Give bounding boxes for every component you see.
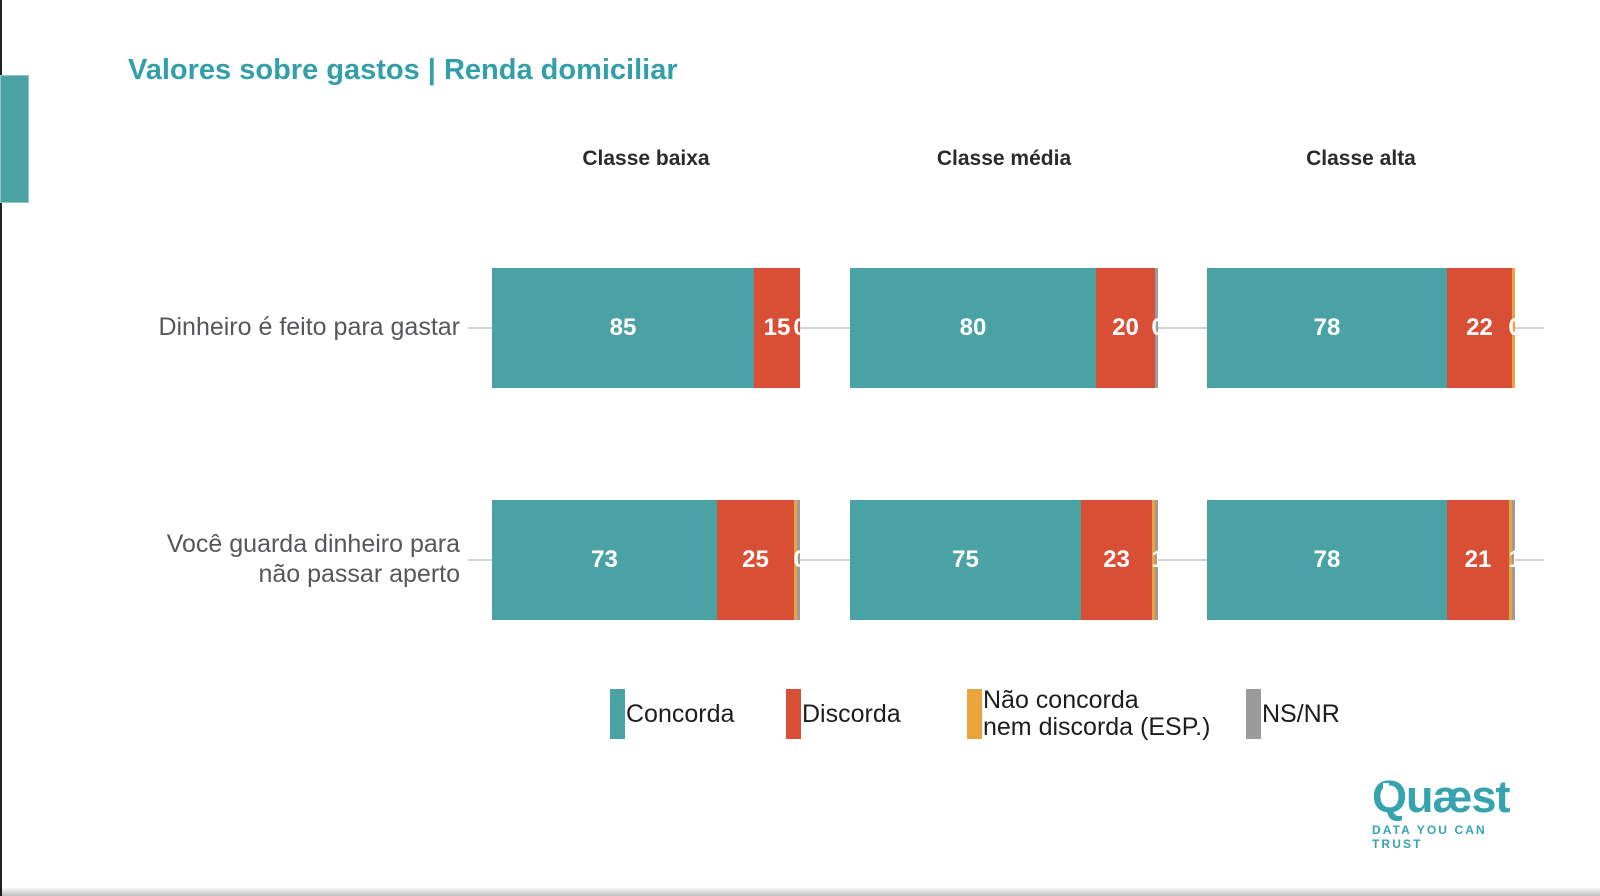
bar-segment-concorda: 78 — [1207, 268, 1447, 388]
column-header-classe-media: Classe média — [936, 147, 1072, 170]
bar-segment-nsnr — [1155, 268, 1158, 388]
bar-edge-value-label: 0 — [793, 314, 800, 342]
bar-value-label: 21 — [1464, 546, 1492, 573]
legend-label-concorda: Concorda — [626, 699, 735, 728]
page-title: Valores sobre gastos | Renda domiciliar — [128, 54, 678, 86]
bar-edge-value-label: 1 — [1508, 546, 1515, 574]
row-label-2-line-1: Você guarda dinheiro para — [166, 530, 460, 558]
accent-bar — [0, 75, 29, 203]
bar-segment-concorda: 75 — [850, 500, 1081, 620]
bar-value-label: 78 — [1313, 546, 1341, 573]
bottom-edge-shadow — [0, 887, 1600, 896]
bar-edge-value-label: 0 — [1508, 314, 1515, 342]
row-label-2-line-2: não passar aperto — [258, 559, 460, 588]
logo-mosaic-square — [1391, 788, 1396, 793]
column-header-classe-alta: Classe alta — [1306, 147, 1416, 170]
row-label-1-line-1: Dinheiro é feito para gastar — [158, 313, 460, 341]
bar-edge-value-label: 0 — [793, 546, 800, 574]
logo-mosaic-square — [1383, 783, 1389, 789]
bar-segment-discorda: 22 — [1447, 268, 1512, 388]
bar-segment-discorda: 15 — [754, 268, 800, 388]
quaest-wordmark: Quæst — [1372, 771, 1511, 822]
bar-segment-discorda: 20 — [1096, 268, 1155, 388]
legend-swatch-neutro — [967, 689, 982, 739]
legend-swatch-concorda — [610, 689, 625, 739]
bar-value-label: 15 — [763, 314, 791, 341]
bar-value-label: 20 — [1112, 314, 1139, 341]
legend-label-discorda: Discorda — [802, 699, 901, 728]
bar-segment-concorda: 80 — [850, 268, 1096, 388]
bar-edge-value-label: 0 — [1151, 314, 1158, 342]
bar-segment-discorda: 21 — [1447, 500, 1509, 620]
window-left-edge — [0, 0, 2, 896]
bar-value-label: 25 — [742, 546, 769, 573]
legend-label-nsnr: NS/NR — [1262, 699, 1340, 728]
legend-swatch-nsnr — [1246, 689, 1261, 739]
bar-segment-discorda: 25 — [717, 500, 794, 620]
legend-item-discorda: Discorda — [786, 688, 901, 740]
bar-segment-concorda: 73 — [492, 500, 717, 620]
bar-value-label: 23 — [1103, 546, 1130, 573]
bar-segment-nsnr — [1512, 500, 1515, 620]
quaest-tagline: DATA YOU CAN TRUST — [1372, 823, 1487, 851]
bar-segment-nsnr — [1155, 500, 1158, 620]
legend-item-nsnr: NS/NR — [1246, 688, 1340, 740]
bar-segment-neutro — [794, 500, 797, 620]
stacked-bar-row1-facet2: 80 20 0 — [850, 268, 1158, 388]
bar-segment-neutro — [1512, 268, 1515, 388]
logo-mosaic-square — [1384, 793, 1389, 798]
legend-item-concorda: Concorda — [610, 688, 734, 740]
row-label-2: Você guarda dinheiro para não passar ape… — [70, 530, 460, 589]
stacked-bar-row2-facet3: 78 21 1 — [1207, 500, 1515, 620]
bar-value-label: 22 — [1466, 314, 1493, 341]
stacked-bar-row2-facet1: 73 25 0 — [492, 500, 800, 620]
legend-label-neutro: Não concorda nem discorda (ESP.) — [983, 686, 1211, 741]
bar-edge-value-label: 1 — [1151, 546, 1158, 574]
stacked-bar-row1-facet1: 85 150 — [492, 268, 800, 388]
column-header-classe-baixa: Classe baixa — [582, 147, 710, 170]
legend-swatch-discorda — [786, 689, 801, 739]
legend-item-neutro: Não concorda nem discorda (ESP.) — [967, 686, 1211, 741]
stacked-bar-row2-facet2: 75 23 1 — [850, 500, 1158, 620]
bar-value-label: 73 — [591, 546, 618, 573]
bar-segment-neutro — [1509, 500, 1512, 620]
bar-value-label: 80 — [959, 314, 987, 341]
bar-segment-neutro — [1152, 500, 1155, 620]
bar-value-label: 85 — [609, 314, 637, 341]
bar-value-label: 75 — [952, 546, 979, 573]
bar-segment-discorda: 23 — [1081, 500, 1152, 620]
stacked-bar-row1-facet3: 78 22 0 — [1207, 268, 1515, 388]
bar-segment-concorda: 78 — [1207, 500, 1447, 620]
bar-segment-nsnr — [797, 500, 800, 620]
quaest-logo: Quæst DATA YOU CAN TRUST — [1372, 774, 1542, 851]
bar-segment-concorda: 85 — [492, 268, 754, 388]
row-label-1: Dinheiro é feito para gastar — [70, 313, 460, 343]
bar-value-label: 78 — [1313, 314, 1341, 341]
